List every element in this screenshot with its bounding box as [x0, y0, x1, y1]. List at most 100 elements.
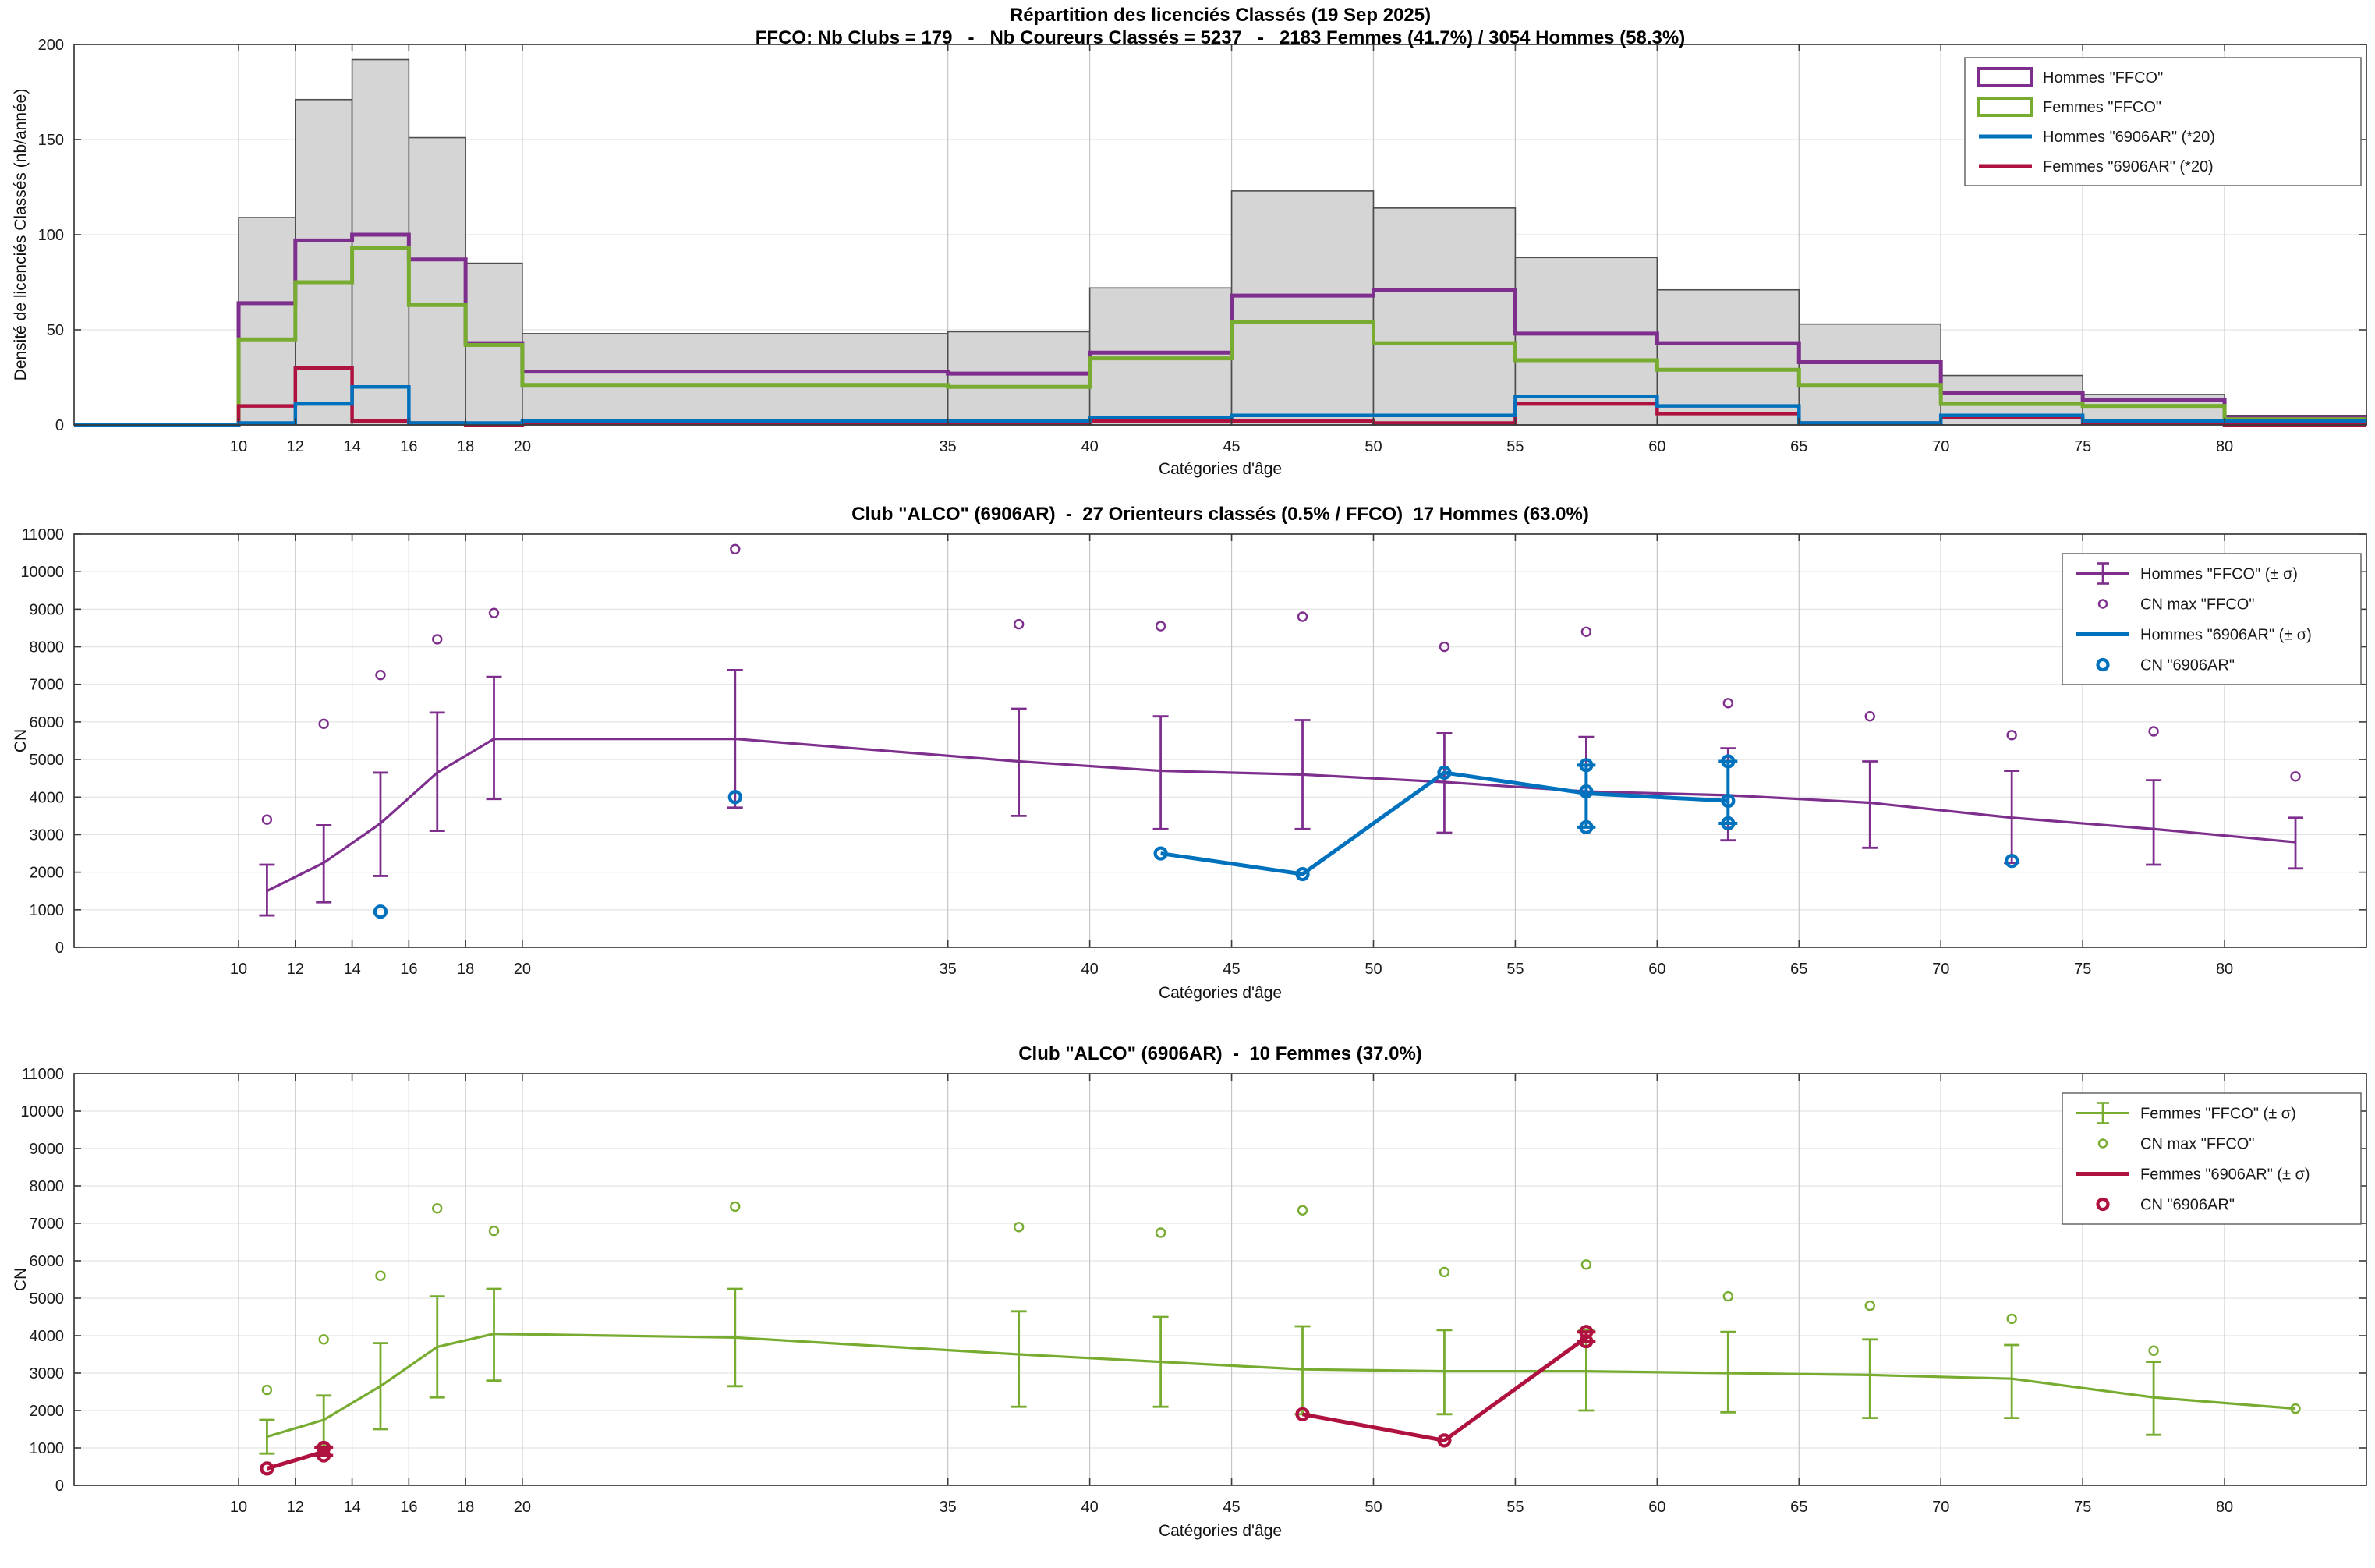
cn-max-marker [375, 669, 386, 681]
y-tick-label: 4000 [30, 789, 65, 806]
legend-label: CN "6906AR" [2140, 657, 2235, 674]
x-tick-label: 10 [230, 961, 247, 978]
club-cn-marker [317, 1440, 331, 1456]
y-tick-label: 4000 [30, 1328, 65, 1345]
y-tick-label: 6000 [30, 714, 65, 731]
x-tick-label: 12 [287, 961, 304, 978]
legend-box [2062, 1092, 2362, 1225]
club-cn-marker [373, 904, 388, 919]
x-tick-label: 60 [1648, 1499, 1665, 1516]
cn-max-marker [1297, 611, 1308, 622]
y-tick-label: 50 [47, 322, 64, 339]
y-tick-label: 7000 [30, 1216, 65, 1233]
cn-max-marker [375, 1270, 386, 1281]
x-tick-label: 45 [1223, 438, 1240, 455]
x-tick-label: 20 [514, 961, 531, 978]
legend-box [2062, 553, 2362, 685]
cn-max-marker [730, 543, 741, 554]
y-tick-label: 9000 [30, 1141, 65, 1158]
legend-label: Hommes "6906AR" (± σ) [2140, 627, 2312, 644]
histogram-bar [238, 217, 296, 426]
legend-marker-rect [1977, 67, 2033, 87]
cn-max-marker [730, 1201, 741, 1212]
y-tick-label: 2000 [30, 1403, 65, 1420]
legend-label: Femmes "FFCO" (± σ) [2140, 1106, 2296, 1123]
plot-border [73, 533, 2367, 948]
ffco-error-bars [259, 669, 2304, 917]
cn-max-marker [488, 1225, 500, 1237]
histogram-bar [408, 136, 466, 426]
y-tick-label: 3000 [30, 826, 65, 844]
histogram-bar [522, 333, 949, 426]
x-tick-label: 50 [1364, 961, 1382, 978]
cn-max-marker [1155, 1227, 1166, 1238]
x-tick-label: 65 [1790, 961, 1807, 978]
y-tick-label: 0 [55, 1478, 64, 1495]
cn-max-marker [1580, 1259, 1592, 1270]
cn-max-marker [1580, 626, 1592, 637]
legend-marker-circle [2096, 1197, 2110, 1212]
cn-max-marker [2006, 730, 2017, 741]
y-tick-label: 150 [38, 132, 64, 149]
cn-max-marker [432, 634, 443, 645]
x-tick-label: 80 [2216, 438, 2233, 455]
ffco-max-markers [261, 543, 2301, 825]
y-tick-label: 2000 [30, 865, 65, 882]
y-tick-label: 10000 [20, 1103, 64, 1120]
club-series [260, 1325, 1596, 1476]
ffco-mean-line [266, 1332, 2296, 1439]
x-tick-label: 70 [1932, 438, 1949, 455]
x-tick-label: 16 [400, 438, 417, 455]
club-cn-marker [1295, 866, 1310, 882]
legend-marker-circle [2097, 599, 2108, 609]
y-tick-label: 11000 [22, 526, 64, 543]
x-tick-label: 45 [1223, 961, 1240, 978]
x-tick-label: 20 [514, 438, 531, 455]
cn-max-marker [1439, 641, 1450, 653]
cn-max-marker [1155, 621, 1166, 632]
cn-max-marker [432, 1203, 443, 1214]
x-tick-label: 10 [230, 1499, 247, 1516]
club-cn-marker [260, 1461, 274, 1476]
axes: 10 12 14 16 18 20 35 40 45 50 55 60 65 70 75 80 0 50 100 15… [38, 37, 2367, 455]
x-tick-label: 55 [1506, 1499, 1524, 1516]
legend-marker-rect [1977, 97, 2033, 117]
cn-max-marker [1722, 1290, 1734, 1302]
legend-label: Hommes "6906AR" (*20) [2043, 129, 2215, 146]
club-cn-marker [1437, 1433, 1452, 1448]
x-tick-label: 14 [343, 1499, 360, 1516]
y-tick-label: 8000 [30, 639, 65, 657]
cn-max-marker [1013, 618, 1025, 630]
x-tick-label: 55 [1506, 961, 1524, 978]
club-cn-marker [1579, 1334, 1594, 1349]
y-tick-label: 7000 [30, 677, 65, 694]
ffco-max-markers [261, 1201, 2301, 1414]
club-line [1302, 1336, 1587, 1442]
club-line [266, 1449, 324, 1471]
x-tick-label: 35 [940, 438, 957, 455]
x-tick-label: 18 [457, 1499, 474, 1516]
grid [74, 1073, 2366, 1485]
cn-max-marker [1722, 698, 1734, 709]
cn-max-marker [261, 814, 273, 825]
y-tick-label: 5000 [30, 1290, 65, 1308]
legend-label: Femmes "FFCO" [2043, 99, 2161, 116]
x-tick-label: 18 [457, 961, 474, 978]
x-tick-label: 16 [400, 1499, 417, 1516]
x-tick-label: 65 [1790, 1499, 1807, 1516]
stairs-series-1 [74, 246, 2366, 427]
chart-1: 10 12 14 16 18 20 35 40 45 50 55 60 65 70 75 80 0 1000 200… [20, 526, 2367, 978]
legend: Hommes "FFCO" (± σ) CN max "FFCO" Hommes "… [2062, 553, 2362, 685]
x-tick-label: 16 [400, 961, 417, 978]
top-chart-title: Répartition des licenciés Classés (19 Se… [1009, 5, 1432, 26]
top-chart-xlabel: Catégories d'âge [1158, 460, 1283, 478]
x-tick-label: 20 [514, 1499, 531, 1516]
ffco-mean-line [266, 737, 2296, 893]
y-tick-label: 1000 [30, 1440, 65, 1457]
cn-max-marker [1013, 1222, 1025, 1233]
legend-label: CN "6906AR" [2140, 1197, 2235, 1214]
histogram-bar [1798, 323, 1942, 426]
cn-max-marker [2006, 1313, 2017, 1325]
